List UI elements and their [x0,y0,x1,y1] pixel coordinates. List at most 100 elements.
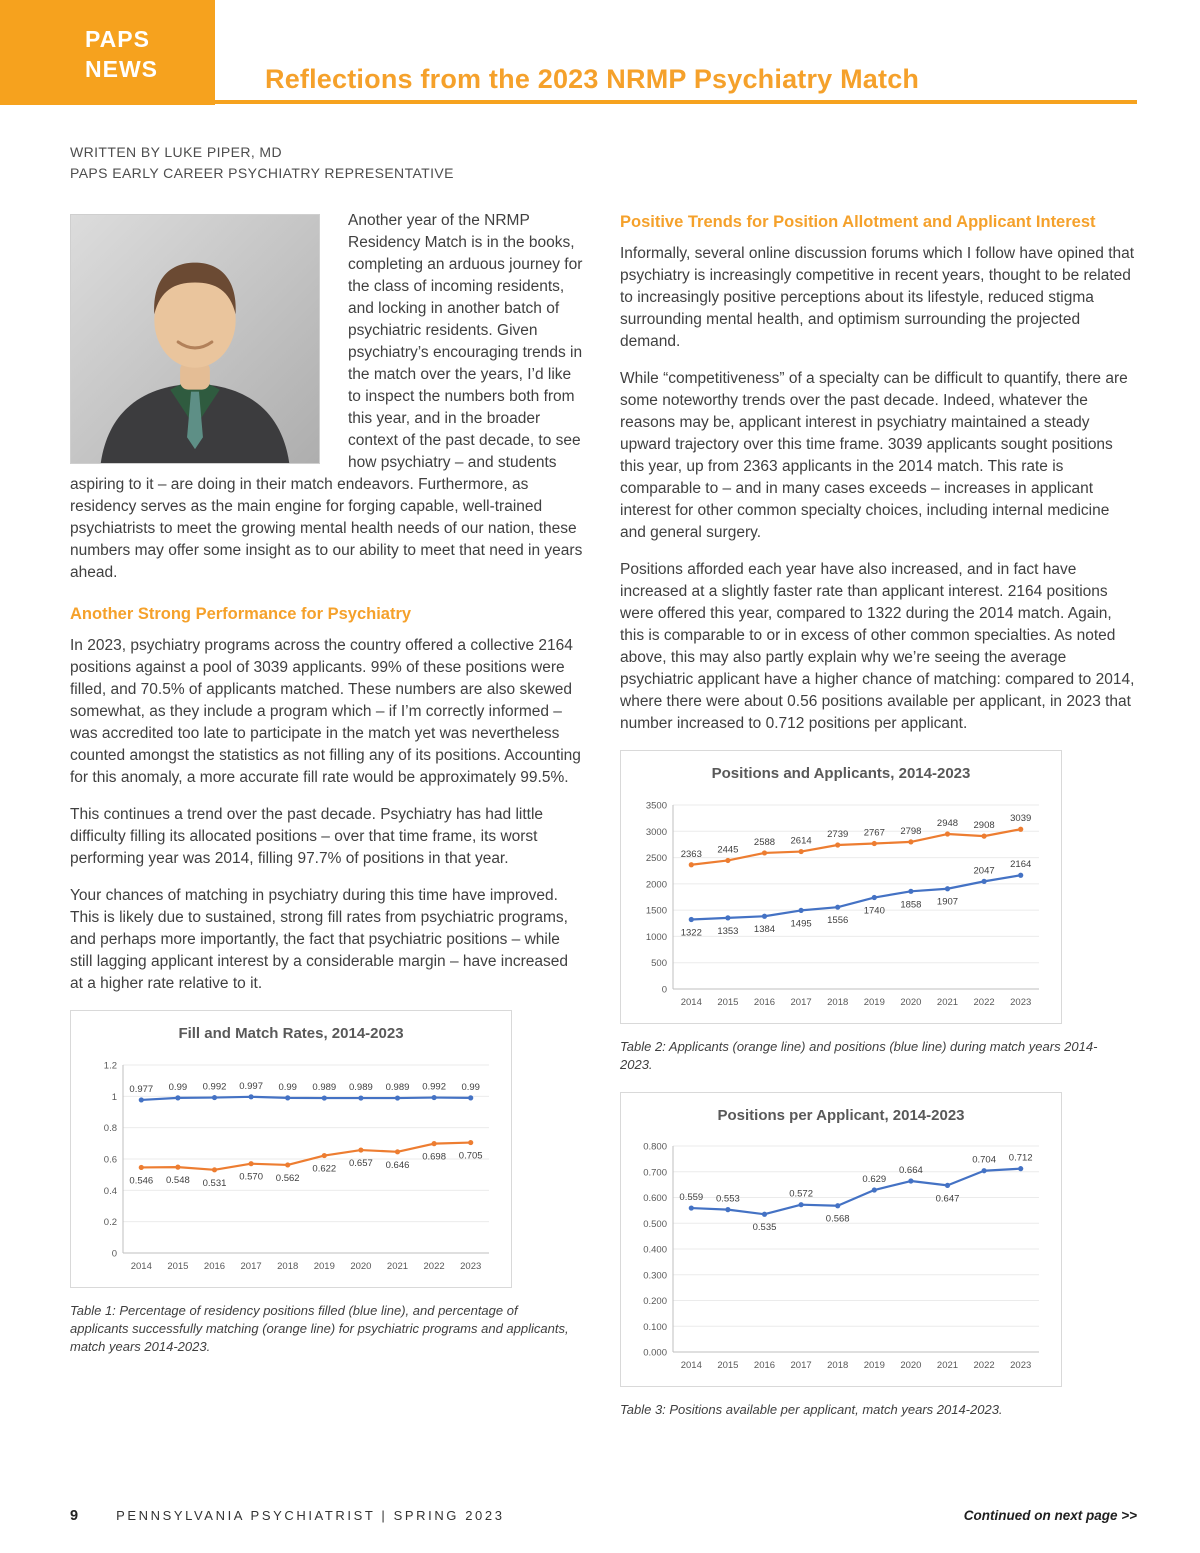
brand-block: PAPS NEWS [0,0,215,105]
svg-text:2445: 2445 [717,844,738,855]
svg-text:3000: 3000 [646,827,667,838]
svg-text:2908: 2908 [974,820,995,831]
left-column: Another year of the NRMP Residency Match… [70,210,585,1438]
svg-text:2016: 2016 [754,1360,775,1371]
svg-text:2500: 2500 [646,853,667,864]
svg-text:0.700: 0.700 [643,1168,667,1179]
paragraph: Positions afforded each year have also i… [620,561,1135,733]
intro-paragraph: Another year of the NRMP Residency Match… [70,212,583,581]
svg-text:2018: 2018 [827,1360,848,1371]
svg-text:0.989: 0.989 [349,1082,373,1093]
chart-positions-per-applicant: Positions per Applicant, 2014-2023 0.000… [620,1092,1062,1388]
svg-text:2016: 2016 [204,1261,225,1272]
svg-text:2767: 2767 [864,827,885,838]
svg-text:1740: 1740 [864,905,885,916]
svg-text:0.546: 0.546 [129,1175,153,1186]
svg-text:0.664: 0.664 [899,1165,923,1176]
positions-per-applicant-chart: 0.000 0.100 0.200 0.300 0.400 0.500 0.600 0.700… [643,1142,1039,1371]
svg-text:0.100: 0.100 [643,1322,667,1333]
svg-text:0.6: 0.6 [104,1154,117,1165]
byline-author: WRITTEN BY LUKE PIPER, MD [70,144,282,160]
paragraph: This continues a trend over the past dec… [70,806,544,868]
journal-name: PENNSYLVANIA PSYCHIATRIST | SPRING 2023 [116,1508,505,1524]
svg-text:2017: 2017 [241,1261,262,1272]
svg-text:1495: 1495 [791,918,812,929]
svg-text:0.559: 0.559 [679,1192,703,1203]
svg-text:2018: 2018 [827,997,848,1008]
svg-text:0.99: 0.99 [461,1082,480,1093]
svg-text:0.992: 0.992 [422,1081,446,1092]
svg-text:2023: 2023 [460,1261,481,1272]
svg-text:0: 0 [662,984,667,995]
article-columns: Another year of the NRMP Residency Match… [0,184,1200,1438]
paragraph: Your chances of matching in psychiatry d… [70,887,569,993]
svg-text:2014: 2014 [681,997,702,1008]
page-title: Reflections from the 2023 NRMP Psychiatr… [265,64,920,94]
svg-text:3500: 3500 [646,800,667,811]
svg-text:2023: 2023 [1010,997,1031,1008]
svg-text:0.600: 0.600 [643,1193,667,1204]
svg-text:2022: 2022 [424,1261,445,1272]
svg-text:2739: 2739 [827,829,848,840]
chart-fill-match-rates: Fill and Match Rates, 2014-2023 0 0.2 0.4 0… [70,1010,512,1288]
svg-text:2014: 2014 [131,1261,152,1272]
svg-text:0.622: 0.622 [312,1163,336,1174]
svg-text:2021: 2021 [387,1261,408,1272]
svg-text:0.8: 0.8 [104,1123,117,1134]
svg-text:3039: 3039 [1010,813,1031,824]
svg-text:0.400: 0.400 [643,1245,667,1256]
svg-text:0.657: 0.657 [349,1158,373,1169]
brand-line-1: PAPS [85,26,150,52]
svg-text:1353: 1353 [717,926,738,937]
svg-text:0.704: 0.704 [972,1155,996,1166]
svg-text:0.99: 0.99 [169,1082,188,1093]
svg-text:0.2: 0.2 [104,1217,117,1228]
author-photo-illustration [71,215,319,463]
chart-title: Positions per Applicant, 2014-2023 [717,1107,965,1125]
svg-text:2017: 2017 [791,1360,812,1371]
svg-text:0.646: 0.646 [386,1160,410,1171]
svg-text:2363: 2363 [681,849,702,860]
svg-text:0.572: 0.572 [789,1189,813,1200]
svg-text:0.200: 0.200 [643,1296,667,1307]
svg-text:2019: 2019 [864,997,885,1008]
svg-text:0.99: 0.99 [278,1082,297,1093]
svg-text:1: 1 [112,1092,117,1103]
byline: WRITTEN BY LUKE PIPER, MD PAPS EARLY CAR… [70,142,1200,184]
positions-applicants-chart: 0 500 1000 1500 2000 2500 3000 3500 2014 2015 2016… [646,800,1039,1008]
chart-title: Positions and Applicants, 2014-2023 [711,765,971,783]
svg-text:1384: 1384 [754,924,775,935]
svg-text:0.712: 0.712 [1009,1153,1033,1164]
page-footer: 9 PENNSYLVANIA PSYCHIATRIST | SPRING 202… [70,1506,1137,1527]
table3-caption: Table 3: Positions available per applica… [620,1402,1003,1418]
svg-text:0.562: 0.562 [276,1173,300,1184]
svg-text:2021: 2021 [937,1360,958,1371]
svg-text:0.698: 0.698 [422,1151,446,1162]
chart-title: Fill and Match Rates, 2014-2023 [178,1025,404,1043]
svg-text:1556: 1556 [827,915,848,926]
svg-text:2020: 2020 [900,997,921,1008]
svg-text:0.647: 0.647 [936,1194,960,1205]
intro-block: Another year of the NRMP Residency Match… [70,210,585,584]
svg-text:0.989: 0.989 [386,1082,410,1093]
table1-caption: Table 1: Percentage of residency positio… [70,1302,569,1355]
svg-text:1.2: 1.2 [104,1060,117,1071]
paragraph: In 2023, psychiatry programs across the … [70,637,581,787]
svg-text:2164: 2164 [1010,859,1031,870]
svg-text:2020: 2020 [900,1360,921,1371]
page-number: 9 [70,1508,79,1525]
svg-text:0.992: 0.992 [203,1081,227,1092]
page-header: PAPS NEWS Reflections from the 2023 NRMP… [0,0,1200,120]
svg-text:0.800: 0.800 [643,1142,667,1153]
svg-text:0: 0 [112,1248,117,1259]
svg-text:0.977: 0.977 [129,1084,153,1095]
svg-text:2020: 2020 [350,1261,371,1272]
svg-text:1907: 1907 [937,896,958,907]
footer-left: 9 PENNSYLVANIA PSYCHIATRIST | SPRING 202… [70,1506,505,1527]
svg-text:2019: 2019 [864,1360,885,1371]
svg-text:1500: 1500 [646,905,667,916]
author-photo [70,214,320,464]
fill-match-rates-chart: 0 0.2 0.4 0.6 0.8 1 1.2 2014 2015 2016 2017 2018 201… [104,1060,489,1272]
svg-text:0.548: 0.548 [166,1175,190,1186]
